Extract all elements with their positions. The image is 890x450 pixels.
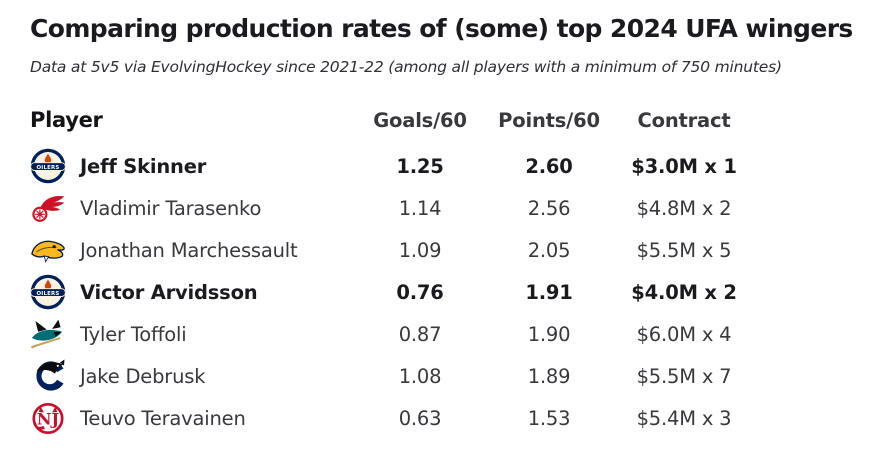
- player-name: Tyler Toffoli: [80, 322, 187, 346]
- points60-value: 2.05: [527, 238, 571, 262]
- points60-value: 1.89: [527, 364, 571, 388]
- player-cell: Tyler Toffoli: [30, 316, 370, 352]
- goals60-value: 0.87: [398, 322, 442, 346]
- table-row: Jonathan Marchessault 1.09 2.05 $5.5M x …: [30, 229, 860, 271]
- nashville-predators-logo-icon: [30, 232, 66, 268]
- stats-table: Player Goals/60 Points/60 Contract Jeff …: [30, 103, 860, 439]
- table-row: Jeff Skinner 1.25 2.60 $3.0M x 1: [30, 145, 860, 187]
- column-header-goals60: Goals/60: [373, 108, 467, 132]
- player-name: Jeff Skinner: [80, 154, 207, 178]
- goals60-value: 0.76: [396, 280, 444, 304]
- contract-value: $6.0M x 4: [636, 322, 732, 346]
- table-row: Tyler Toffoli 0.87 1.90 $6.0M x 4: [30, 313, 860, 355]
- vancouver-canucks-logo-icon: [30, 358, 66, 394]
- player-cell: Jake Debrusk: [30, 358, 370, 394]
- goals60-value: 1.14: [398, 196, 442, 220]
- goals60-value: 0.63: [398, 406, 442, 430]
- goals60-value: 1.25: [396, 154, 444, 178]
- contract-value: $4.0M x 2: [631, 280, 737, 304]
- contract-value: $4.8M x 2: [636, 196, 732, 220]
- player-name: Jonathan Marchessault: [80, 238, 298, 262]
- points60-value: 2.60: [525, 154, 573, 178]
- table-row: Vladimir Tarasenko 1.14 2.56 $4.8M x 2: [30, 187, 860, 229]
- contract-value: $5.5M x 5: [636, 238, 732, 262]
- new-jersey-devils-logo-icon: [30, 400, 66, 436]
- contract-value: $3.0M x 1: [631, 154, 737, 178]
- points60-value: 1.91: [525, 280, 573, 304]
- player-name: Jake Debrusk: [80, 364, 206, 388]
- player-cell: Victor Arvidsson: [30, 274, 370, 310]
- column-header-points60: Points/60: [498, 108, 600, 132]
- player-cell: Jeff Skinner: [30, 148, 370, 184]
- points60-value: 1.90: [527, 322, 571, 346]
- contract-value: $5.5M x 7: [636, 364, 732, 388]
- player-cell: Vladimir Tarasenko: [30, 190, 370, 226]
- detroit-red-wings-logo-icon: [30, 190, 66, 226]
- edmonton-oilers-logo-icon: [30, 148, 66, 184]
- player-name: Victor Arvidsson: [80, 280, 258, 304]
- goals60-value: 1.09: [398, 238, 442, 262]
- subtitle: Data at 5v5 via EvolvingHockey since 202…: [30, 58, 782, 76]
- table-row: Victor Arvidsson 0.76 1.91 $4.0M x 2: [30, 271, 860, 313]
- player-name: Vladimir Tarasenko: [80, 196, 262, 220]
- points60-value: 2.56: [527, 196, 571, 220]
- page-title: Comparing production rates of (some) top…: [30, 14, 853, 43]
- contract-value: $5.4M x 3: [636, 406, 732, 430]
- infographic-page: Comparing production rates of (some) top…: [30, 14, 860, 439]
- column-header-contract: Contract: [637, 108, 731, 132]
- player-name: Teuvo Teravainen: [80, 406, 246, 430]
- table-row: Teuvo Teravainen 0.63 1.53 $5.4M x 3: [30, 397, 860, 439]
- san-jose-sharks-logo-icon: [30, 316, 66, 352]
- column-header-player: Player: [30, 108, 103, 132]
- goals60-value: 1.08: [398, 364, 442, 388]
- player-cell: Teuvo Teravainen: [30, 400, 370, 436]
- player-cell: Jonathan Marchessault: [30, 232, 370, 268]
- edmonton-oilers-logo-icon: [30, 274, 66, 310]
- table-row: Jake Debrusk 1.08 1.89 $5.5M x 7: [30, 355, 860, 397]
- table-header-row: Player Goals/60 Points/60 Contract: [30, 103, 860, 137]
- points60-value: 1.53: [527, 406, 571, 430]
